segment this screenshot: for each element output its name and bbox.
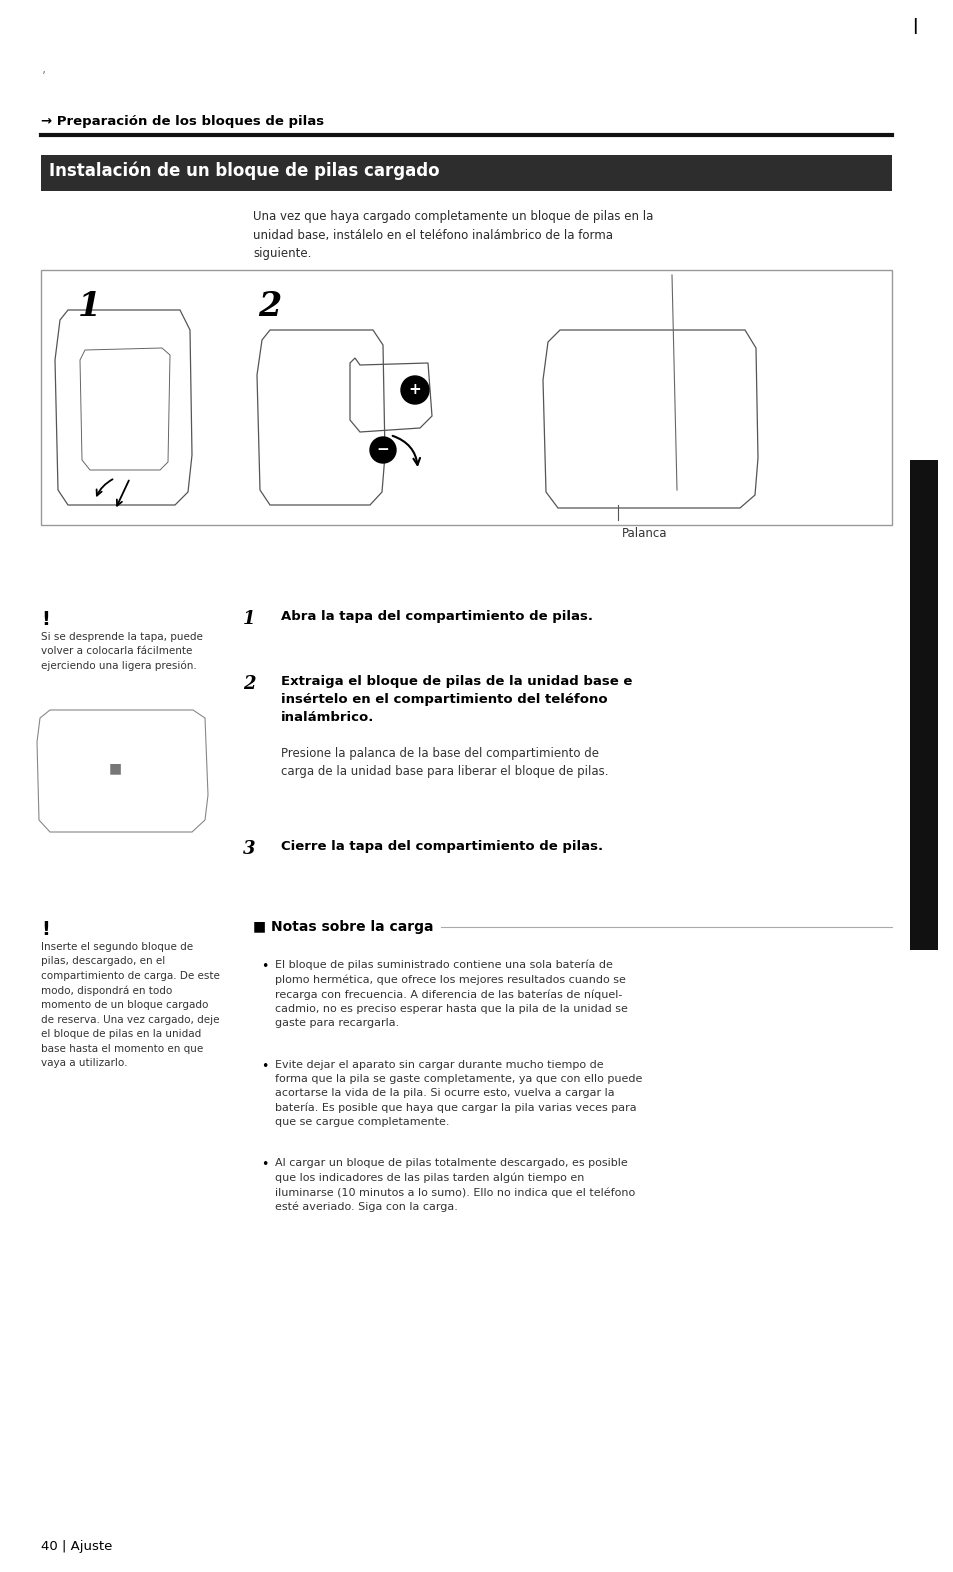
Text: !: ! bbox=[41, 610, 50, 629]
Text: Extraiga el bloque de pilas de la unidad base e
insértelo en el compartimiento d: Extraiga el bloque de pilas de la unidad… bbox=[281, 674, 632, 725]
Text: !: ! bbox=[41, 920, 50, 938]
Circle shape bbox=[370, 437, 395, 464]
Text: Inserte el segundo bloque de
pilas, descargado, en el
compartimiento de carga. D: Inserte el segundo bloque de pilas, desc… bbox=[41, 942, 219, 1067]
Text: Al cargar un bloque de pilas totalmente descargado, es posible
que los indicador: Al cargar un bloque de pilas totalmente … bbox=[274, 1159, 635, 1212]
Text: 2: 2 bbox=[257, 289, 281, 322]
Bar bbox=[41, 156, 891, 192]
Text: +: + bbox=[408, 382, 421, 398]
Text: 2: 2 bbox=[243, 674, 255, 693]
Text: |: | bbox=[911, 17, 917, 35]
Text: •: • bbox=[261, 960, 268, 973]
Text: −: − bbox=[376, 442, 389, 457]
Text: 1: 1 bbox=[243, 610, 255, 627]
Text: Palanca: Palanca bbox=[621, 527, 667, 541]
Text: Una vez que haya cargado completamente un bloque de pilas en la
unidad base, ins: Una vez que haya cargado completamente u… bbox=[253, 211, 653, 259]
Text: Instalación de un bloque de pilas cargado: Instalación de un bloque de pilas cargad… bbox=[49, 162, 439, 181]
Text: 1: 1 bbox=[78, 289, 101, 322]
Text: ■ Notas sobre la carga: ■ Notas sobre la carga bbox=[253, 920, 433, 934]
Circle shape bbox=[400, 376, 429, 404]
Text: •: • bbox=[261, 1159, 268, 1171]
Text: 3: 3 bbox=[243, 839, 255, 858]
Text: → Preparación de los bloques de pilas: → Preparación de los bloques de pilas bbox=[41, 115, 324, 127]
Bar bbox=[41, 270, 891, 525]
Text: 40 | Ajuste: 40 | Ajuste bbox=[41, 1541, 112, 1553]
Text: Evite dejar el aparato sin cargar durante mucho tiempo de
forma que la pila se g: Evite dejar el aparato sin cargar durant… bbox=[274, 1060, 641, 1127]
Text: El bloque de pilas suministrado contiene una sola batería de
plomo hermética, qu: El bloque de pilas suministrado contiene… bbox=[274, 960, 627, 1028]
Text: Cierre la tapa del compartimiento de pilas.: Cierre la tapa del compartimiento de pil… bbox=[281, 839, 602, 854]
Text: Presione la palanca de la base del compartimiento de
carga de la unidad base par: Presione la palanca de la base del compa… bbox=[281, 747, 608, 778]
Text: Si se desprende la tapa, puede
volver a colocarla fácilmente
ejerciendo una lige: Si se desprende la tapa, puede volver a … bbox=[41, 632, 203, 671]
Text: Abra la tapa del compartimiento de pilas.: Abra la tapa del compartimiento de pilas… bbox=[281, 610, 593, 623]
Bar bbox=[909, 461, 937, 949]
Text: •: • bbox=[261, 1060, 268, 1074]
Text: ʼ: ʼ bbox=[42, 71, 46, 83]
Text: ■: ■ bbox=[109, 761, 121, 775]
